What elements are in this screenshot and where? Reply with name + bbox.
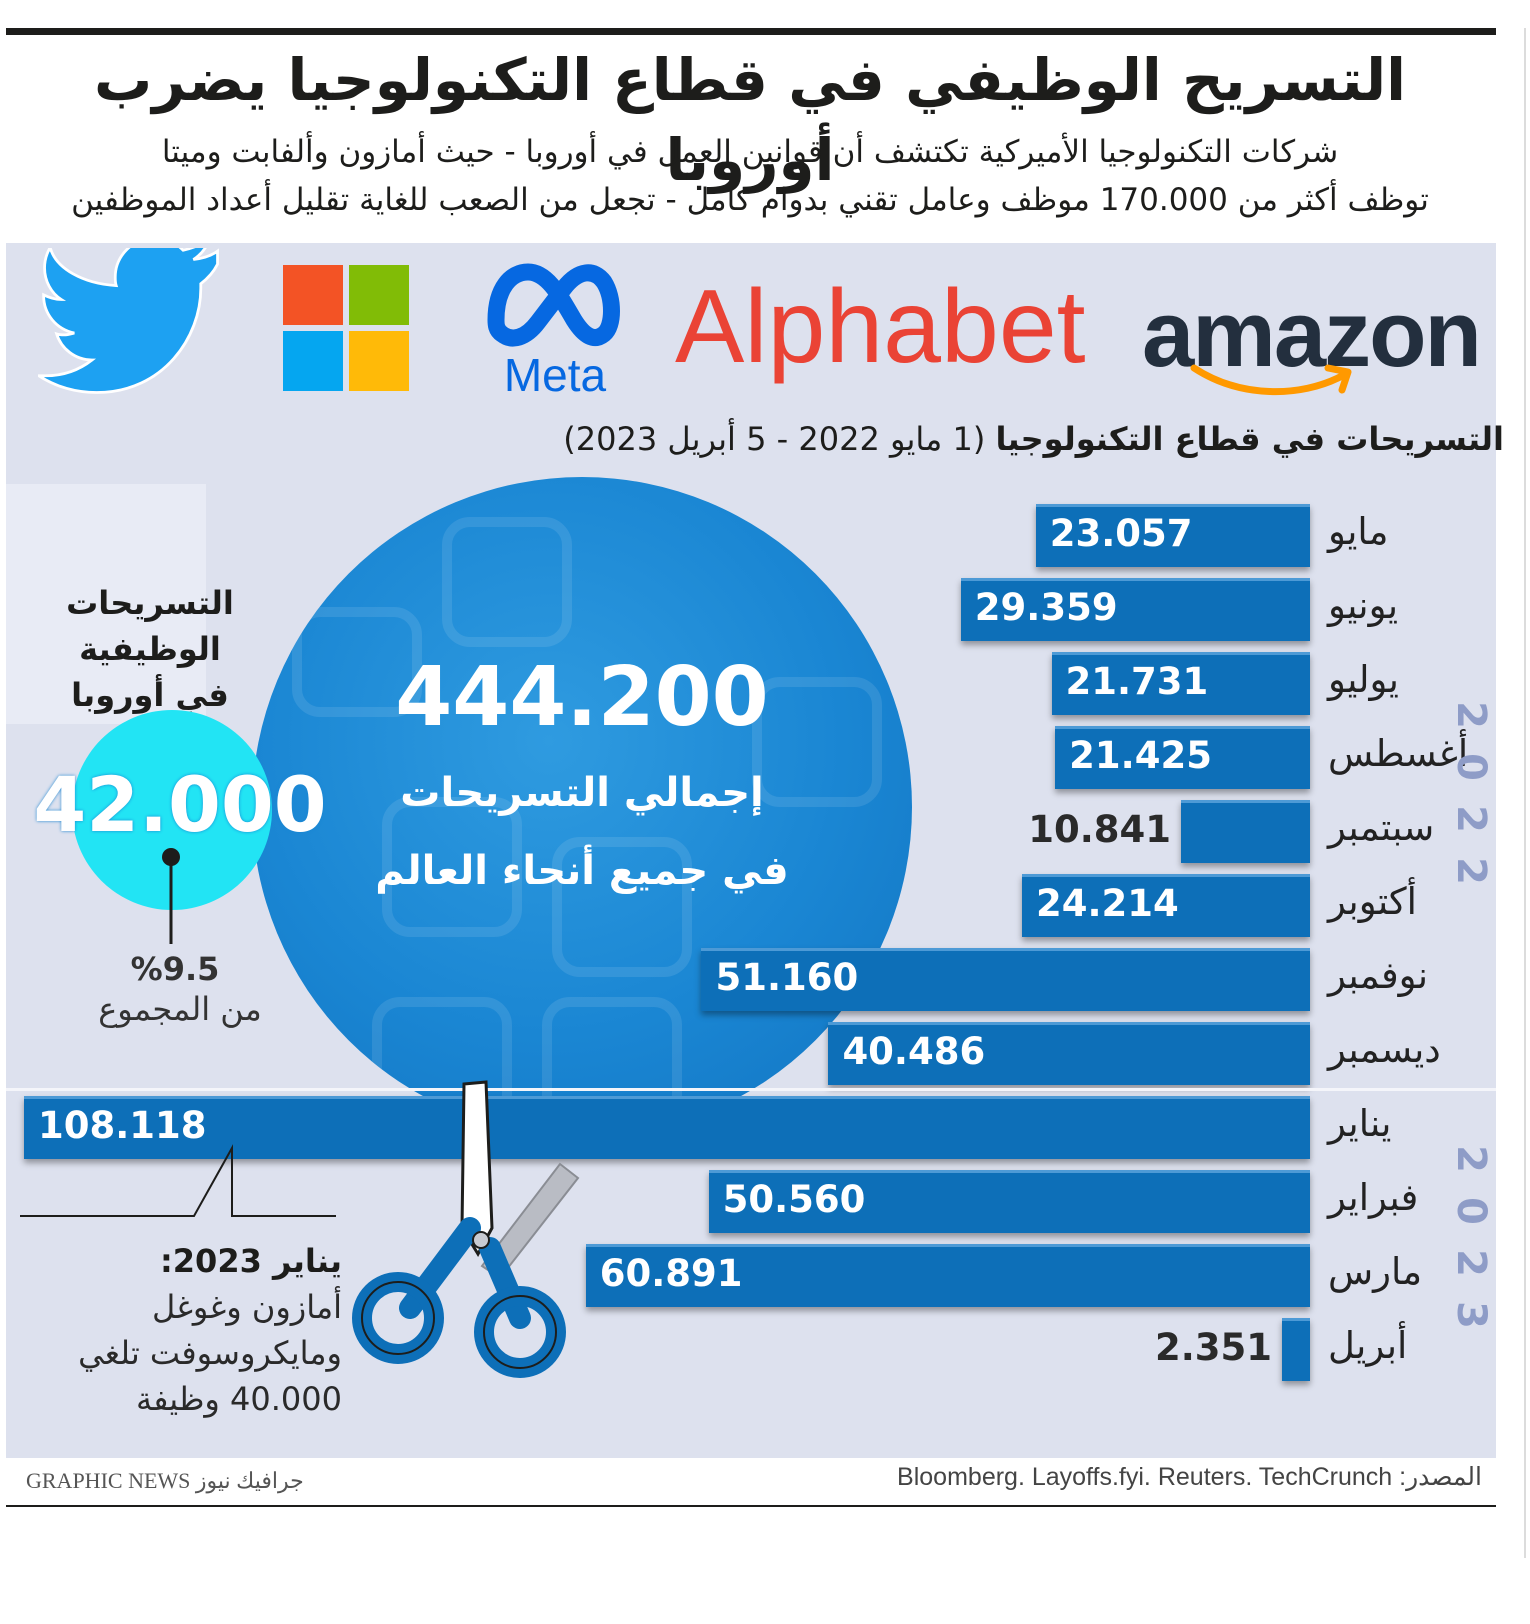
month-label-5: سبتمبر bbox=[1328, 806, 1435, 849]
bar-value-10: 50.560 bbox=[722, 1178, 866, 1221]
meta-infinity-icon bbox=[487, 263, 620, 347]
youtube-ghost-icon bbox=[292, 607, 422, 717]
subtitle-line-1: شركات التكنولوجيا الأميركية تكتشف أن قوا… bbox=[161, 134, 1339, 170]
january-note-heading: يناير 2023: bbox=[159, 1242, 342, 1280]
bar-value-3: 21.731 bbox=[1065, 660, 1209, 703]
month-label-2: يونيو bbox=[1328, 584, 1398, 627]
note-leader-line bbox=[20, 1144, 336, 1217]
bar-value-4: 21.425 bbox=[1069, 734, 1212, 777]
subtitle-line-2: توظف أكثر من 170.000 موظف وعامل تقني بدو… bbox=[71, 182, 1429, 218]
chart-heading: التسريحات في قطاع التكنولوجيا (1 مايو 20… bbox=[563, 420, 1504, 458]
right-edge-rule bbox=[1524, 28, 1526, 1558]
scissors-icon bbox=[352, 1080, 580, 1378]
linkedin-ghost-icon bbox=[752, 677, 882, 807]
europe-value: 42.000 bbox=[33, 760, 327, 849]
month-label-10: فبراير bbox=[1328, 1176, 1419, 1219]
january-note: يناير 2023: أمازون وغوغل ومايكروسوفت تلغ… bbox=[78, 1238, 342, 1422]
europe-title: التسريحات الوظيفية في أوروبا bbox=[10, 580, 290, 718]
bar-value-9: 108.118 bbox=[38, 1104, 207, 1147]
europe-backdrop bbox=[6, 484, 206, 724]
bar-10 bbox=[708, 1170, 1310, 1233]
europe-pointer bbox=[162, 848, 180, 944]
bar-value-2: 29.359 bbox=[974, 586, 1118, 629]
total-label-line-1: إجمالي التسريحات bbox=[400, 770, 764, 816]
total-circle bbox=[252, 477, 912, 1137]
tiktok-ghost-icon bbox=[382, 797, 522, 937]
source-note: المصدر: Bloomberg. Layoffs.fyi. Reuters.… bbox=[897, 1463, 1482, 1491]
bar-value-1: 23.057 bbox=[1049, 512, 1193, 555]
chart-heading-period: (1 مايو 2022 - 5 أبريل 2023) bbox=[563, 420, 986, 458]
bar-value-5: 10.841 bbox=[1028, 808, 1172, 851]
europe-title-line-1: التسريحات الوظيفية bbox=[66, 584, 234, 668]
bar-value-11: 60.891 bbox=[599, 1252, 743, 1295]
alphabet-wordmark: Alphabet bbox=[675, 269, 1086, 385]
month-label-11: مارس bbox=[1328, 1250, 1423, 1293]
total-label-line-2: في جميع أنحاء العالم bbox=[375, 848, 789, 894]
chart-heading-bold: التسريحات في قطاع التكنولوجيا bbox=[995, 420, 1504, 458]
month-label-4: أغسطس bbox=[1328, 732, 1469, 775]
meta-wordmark: Meta bbox=[503, 349, 607, 401]
bar-4 bbox=[1055, 726, 1310, 789]
month-label-1: مايو bbox=[1328, 510, 1389, 553]
january-note-line-2: ومايكروسوفت تلغي bbox=[78, 1334, 342, 1372]
bar-8 bbox=[828, 1022, 1310, 1085]
europe-percent-label: من المجموع bbox=[98, 990, 262, 1028]
bar-1 bbox=[1035, 504, 1310, 567]
bottom-rule bbox=[6, 1505, 1496, 1507]
microsoft-squares-icon bbox=[283, 265, 409, 391]
europe-title-line-2: في أوروبا bbox=[71, 676, 229, 714]
bar-6 bbox=[1021, 874, 1310, 937]
month-label-9: يناير bbox=[1328, 1102, 1392, 1145]
january-note-line-1: أمازون وغوغل bbox=[151, 1288, 342, 1326]
bar-value-8: 40.486 bbox=[842, 1030, 986, 1073]
bar-3 bbox=[1051, 652, 1310, 715]
bar-5 bbox=[1181, 800, 1310, 863]
instagram-ghost-icon bbox=[442, 517, 572, 647]
month-label-7: نوفمبر bbox=[1328, 954, 1429, 997]
bar-9 bbox=[24, 1096, 1310, 1159]
amazon-smile-icon bbox=[1190, 364, 1352, 396]
graphic-news-credit: GRAPHIC NEWS جرافيك نيوز bbox=[26, 1468, 304, 1493]
twitter-bird-icon bbox=[38, 248, 219, 394]
facebook-ghost-icon bbox=[552, 837, 692, 977]
month-label-6: أكتوبر bbox=[1328, 880, 1417, 923]
total-value: 444.200 bbox=[395, 650, 769, 745]
month-label-8: ديسمبر bbox=[1328, 1028, 1441, 1071]
month-label-12: أبريل bbox=[1328, 1324, 1408, 1367]
bar-value-12: 2.351 bbox=[1154, 1326, 1272, 1369]
january-note-line-3: 40.000 وظيفة bbox=[135, 1380, 342, 1418]
bar-value-7: 51.160 bbox=[715, 956, 859, 999]
europe-percent: %9.5 bbox=[130, 950, 220, 988]
month-label-3: يوليو bbox=[1328, 658, 1399, 701]
bar-12 bbox=[1282, 1318, 1310, 1381]
top-rule bbox=[6, 28, 1496, 35]
bar-value-6: 24.214 bbox=[1035, 882, 1179, 925]
bar-7 bbox=[701, 948, 1310, 1011]
bar-11 bbox=[585, 1244, 1310, 1307]
page-title: التسريح الوظيفي في قطاع التكنولوجيا يضرب… bbox=[93, 46, 1407, 194]
year-divider bbox=[6, 1088, 1496, 1091]
bar-2 bbox=[960, 578, 1310, 641]
